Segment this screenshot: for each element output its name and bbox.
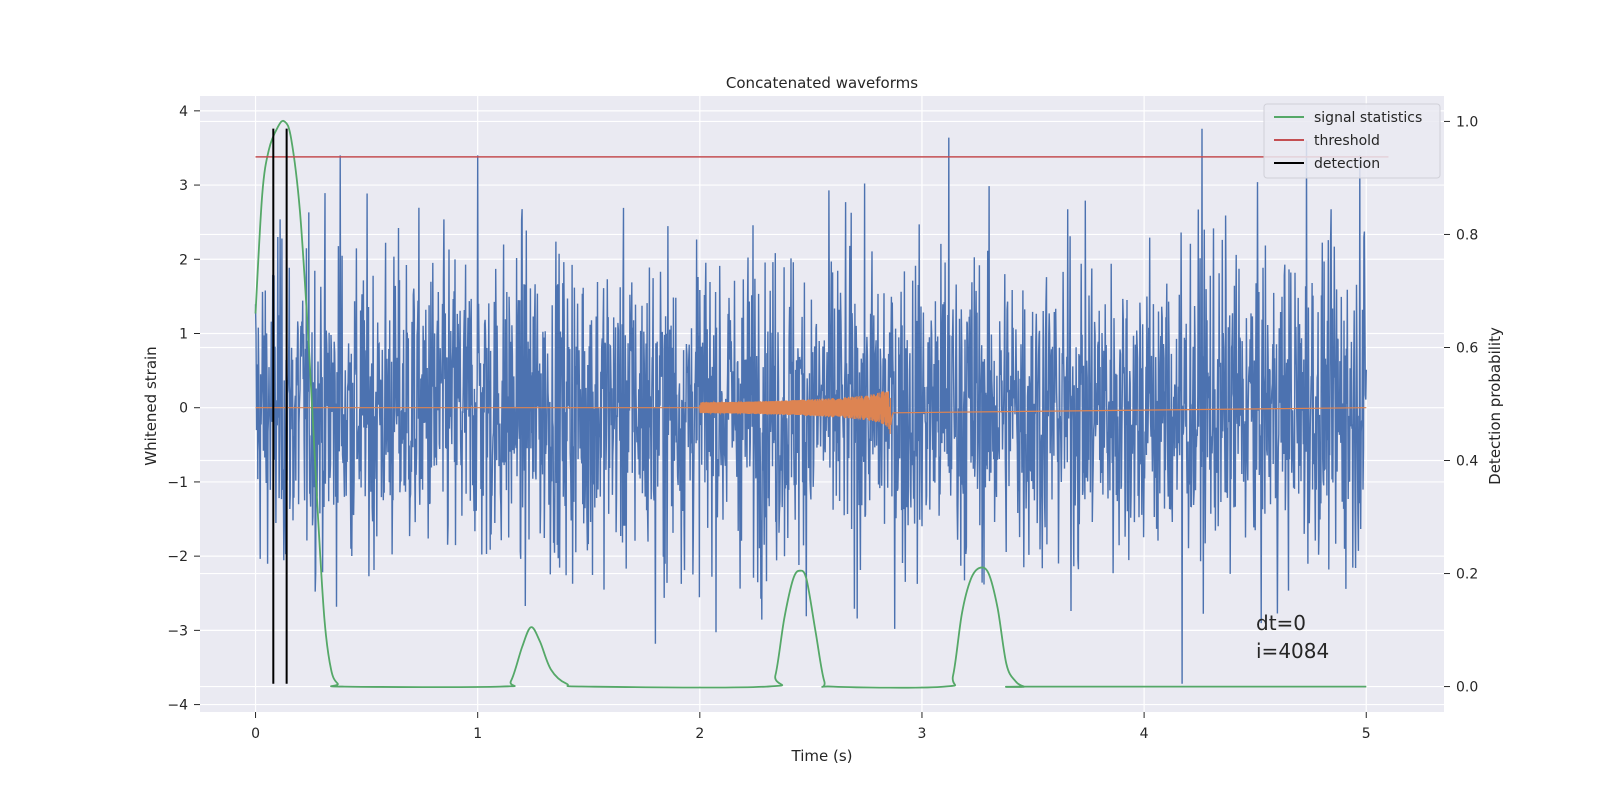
legend-label-detection: detection [1314,156,1380,172]
y-right-tick-label: 0.2 [1456,567,1478,583]
annotation-dt: dt=0 [1256,611,1306,635]
y-right-tick-label: 0.0 [1456,680,1478,696]
plot-area [254,119,1389,689]
y-right-tick-label: 0.6 [1456,340,1478,356]
annotation-index: i=4084 [1256,639,1329,663]
y-right-tick-label: 0.8 [1456,227,1478,243]
chart-title: Concatenated waveforms [726,74,918,92]
legend: signal statistics threshold detection [1263,103,1441,179]
legend-label-signal-statistics: signal statistics [1314,110,1422,126]
legend-label-threshold: threshold [1314,133,1380,149]
y-axis-label: Whitened strain [142,346,160,465]
y-right-tick-label: 1.0 [1456,114,1478,130]
legend-box [1263,103,1441,179]
y-tick-label: −2 [167,549,188,565]
y-tick-label: 2 [179,252,188,268]
signal-statistics-series [254,119,1367,689]
injected-signal-series [255,391,1367,435]
x-axis-label: Time (s) [791,747,853,765]
x-tick-label: 3 [918,726,927,742]
y-tick-label: 3 [179,178,188,194]
y-tick-label: −3 [167,623,188,639]
x-tick-label: 4 [1140,726,1149,742]
x-tick-label: 2 [695,726,704,742]
y-tick-label: 1 [179,326,188,342]
x-tick-label: 0 [251,726,260,742]
whitened-strain-series [254,128,1367,684]
y-tick-label: 0 [179,401,188,417]
detection-lines [272,128,288,684]
axes: 0 1 2 3 4 5 −4 −3 −2 −1 0 1 2 3 4 0.0 0.2 0.4 0.6 0.8 1.0 [167,104,1478,742]
y-right-tick-label: 0.4 [1456,454,1478,470]
y-tick-label: −1 [167,475,188,491]
y-axis-right-label: Detection probability [1486,327,1504,485]
y-tick-label: 4 [179,104,188,120]
y-tick-label: −4 [167,698,188,714]
x-tick-label: 5 [1362,726,1371,742]
x-tick-label: 1 [473,726,482,742]
